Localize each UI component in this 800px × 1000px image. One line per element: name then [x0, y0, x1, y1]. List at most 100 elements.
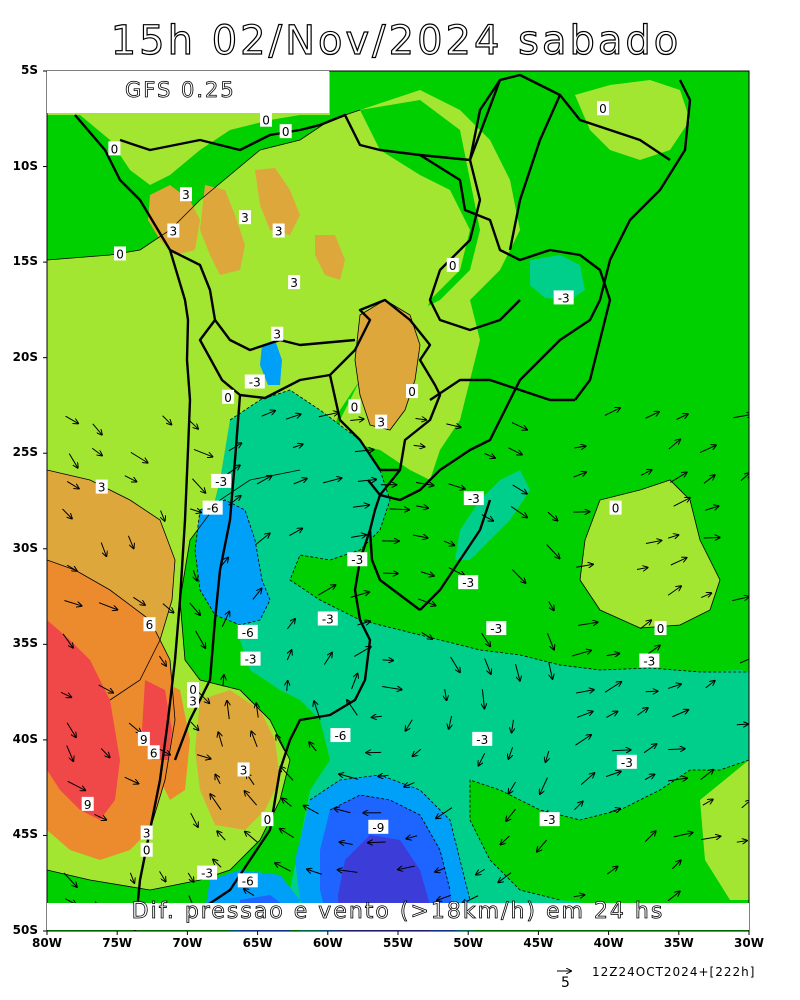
wind-vector — [481, 514, 493, 521]
lat-label: 50S — [12, 923, 38, 937]
lon-label: 70W — [172, 936, 203, 950]
wind-vector — [705, 506, 718, 511]
wind-vector — [94, 813, 106, 819]
wind-vector — [158, 748, 170, 755]
wind-vector — [418, 598, 435, 606]
wind-vector — [672, 710, 688, 718]
wind-vector — [256, 703, 258, 718]
negative-contours — [194, 389, 749, 901]
wind-vector — [66, 564, 77, 571]
svg-text:3: 3 — [182, 188, 190, 202]
wind-vector — [196, 690, 209, 704]
wind-vector — [98, 602, 117, 610]
wind-vector — [127, 535, 133, 548]
wind-vector — [573, 472, 586, 478]
svg-text:0: 0 — [408, 385, 416, 399]
contour-label: 0 — [261, 812, 274, 827]
wind-vector — [573, 895, 584, 897]
svg-text:0: 0 — [599, 102, 607, 116]
wind-vector — [637, 708, 647, 716]
wind-vector — [700, 836, 720, 841]
wind-vector — [478, 753, 486, 765]
wind-vector — [161, 510, 165, 521]
svg-text:3: 3 — [241, 211, 249, 225]
wind-vector — [351, 535, 366, 538]
svg-text:3: 3 — [98, 481, 106, 495]
field-band-gt-9 — [47, 620, 120, 820]
wind-vector — [193, 448, 213, 456]
contour-label: -3 — [211, 473, 232, 489]
svg-text:9: 9 — [140, 733, 148, 747]
wind-vector — [571, 650, 591, 657]
wind-vector — [245, 791, 258, 806]
svg-text:0: 0 — [612, 502, 620, 516]
wind-vector — [703, 475, 715, 484]
wind-vector — [612, 750, 630, 751]
lon-label: 35W — [663, 936, 694, 950]
wind-vector — [406, 836, 418, 839]
wind-vector — [575, 735, 591, 746]
wind-vector — [510, 506, 527, 518]
wind-vector — [673, 833, 693, 838]
contour-label: 3 — [187, 693, 200, 709]
contour-label: 3 — [288, 275, 301, 290]
wind-vector — [338, 870, 358, 873]
wind-vector — [221, 612, 229, 627]
wind-vector — [413, 445, 425, 446]
contour-label: -3 — [639, 653, 660, 669]
svg-text:-6: -6 — [334, 729, 346, 743]
wind-vector — [100, 748, 109, 757]
wind-vector — [415, 483, 434, 486]
contour-label: 0 — [348, 399, 361, 414]
wind-vector — [636, 568, 647, 570]
wind-vector — [606, 711, 617, 718]
field-band-6-9-tan-5 — [355, 300, 420, 430]
svg-text:-3: -3 — [322, 612, 334, 626]
contour-label: -3 — [317, 611, 338, 626]
wind-vector — [304, 806, 319, 815]
svg-text:-9: -9 — [372, 821, 384, 835]
wind-vector — [462, 895, 479, 904]
wind-vector — [389, 509, 408, 510]
contour-label: 6 — [143, 617, 156, 632]
wind-vector — [676, 414, 687, 420]
wind-vector — [420, 571, 434, 576]
wind-vector — [576, 690, 594, 693]
wind-vector — [413, 748, 422, 756]
caption-box — [47, 903, 749, 930]
contour-label: 6 — [147, 745, 160, 760]
map-plot-area — [47, 71, 749, 931]
svg-text:3: 3 — [143, 827, 151, 841]
wind-vector — [515, 663, 520, 681]
svg-text:0: 0 — [351, 400, 359, 414]
wind-vector — [449, 715, 452, 729]
svg-text:0: 0 — [262, 114, 270, 128]
contour-label: 3 — [95, 479, 108, 495]
wind-vector — [382, 660, 393, 661]
wind-vector — [357, 621, 370, 625]
wind-vector — [436, 807, 453, 819]
wind-vector — [276, 735, 286, 752]
svg-text:0: 0 — [189, 683, 197, 697]
wind-vector — [318, 585, 335, 596]
contour-label: 0 — [406, 384, 419, 399]
contour-label: 3 — [238, 210, 251, 225]
contour-label: 0 — [187, 682, 200, 697]
contour-label: 3 — [237, 762, 250, 777]
wind-vector — [644, 774, 655, 781]
svg-text:0: 0 — [657, 622, 665, 636]
wind-vector — [98, 684, 113, 693]
wind-vector — [437, 894, 452, 900]
contour-label: 0 — [222, 389, 235, 405]
wind-vector — [322, 478, 342, 484]
wind-vector — [501, 835, 510, 844]
wind-vector — [606, 772, 621, 777]
lon-label: 80W — [32, 936, 62, 950]
wind-vector — [293, 479, 307, 485]
field-band-6-9-tan-3 — [255, 168, 300, 235]
wind-vector — [508, 447, 522, 455]
wind-vector — [668, 749, 685, 750]
contour-label: 0 — [140, 842, 153, 858]
wind-vector — [732, 597, 748, 602]
